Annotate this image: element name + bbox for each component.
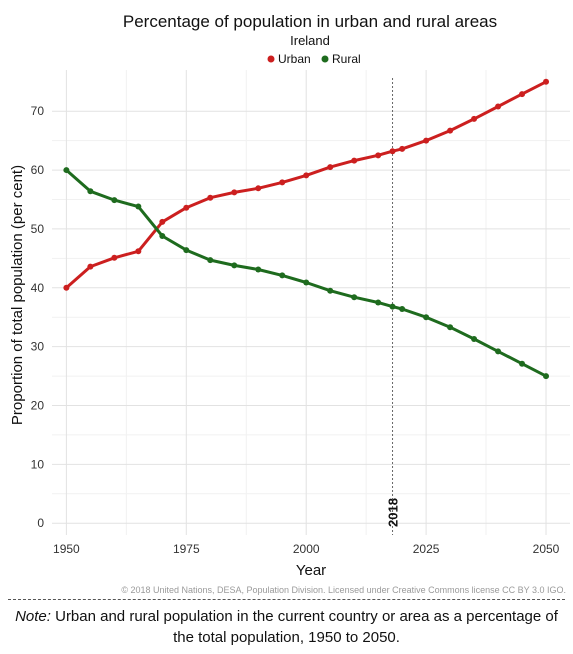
legend-marker-rural [321,55,329,63]
y-tick-label: 10 [31,457,45,471]
data-point-urban [63,284,70,291]
note: Note: Urban and rural population in the … [10,606,563,648]
note-label: Note: [15,608,51,625]
data-point-rural [87,188,94,195]
data-point-urban [87,263,94,270]
data-point-urban [519,91,526,98]
data-point-rural [495,348,502,355]
x-tick-label: 2000 [293,542,320,556]
data-point-rural [231,262,238,269]
data-point-rural [327,287,334,294]
y-tick-label: 30 [31,340,45,354]
series-line-urban [64,80,548,290]
data-point-rural [519,360,526,367]
chart-title: Percentage of population in urban and ru… [123,12,497,31]
data-point-rural [399,305,406,312]
data-point-urban [495,103,502,110]
y-tick-label: 0 [37,516,44,530]
y-tick-label: 50 [31,222,45,236]
data-point-rural [351,294,358,301]
data-point-rural [63,167,70,174]
data-point-rural [447,324,454,331]
data-point-urban [471,115,478,122]
note-divider [8,599,565,600]
data-point-urban [389,148,396,155]
y-axis-title: Proportion of total population (per cent… [9,165,26,425]
data-point-rural [183,247,190,254]
data-point-rural [279,272,286,279]
data-point-rural [303,279,310,286]
y-tick-label: 40 [31,281,45,295]
x-tick-label: 1950 [53,542,80,556]
data-point-rural [207,257,214,264]
data-point-urban [255,185,262,192]
series-layer [63,78,550,380]
legend-label-urban: Urban [278,52,311,66]
y-tick-label: 70 [31,104,45,118]
legend-marker-urban [267,55,275,63]
legend-label-rural: Rural [332,52,361,66]
data-point-rural [375,299,382,306]
data-point-urban [399,145,406,152]
data-point-rural [159,232,166,239]
data-point-rural [135,203,142,210]
data-point-urban [447,127,454,134]
data-point-urban [375,152,382,159]
x-tick-label: 1975 [173,542,200,556]
data-point-urban [111,254,118,261]
data-point-urban [135,248,142,255]
data-point-rural [255,266,262,273]
data-point-urban [351,157,358,164]
data-point-rural [423,314,430,321]
data-point-urban [183,204,190,211]
data-point-rural [543,373,550,380]
data-point-urban [279,179,286,186]
x-axis-ticks: 1950 1975 2000 2025 2050 [53,542,560,556]
data-point-urban [231,189,238,196]
y-axis-ticks: 0 10 20 30 40 50 60 70 [31,104,45,530]
data-point-urban [159,218,166,225]
y-tick-label: 20 [31,399,45,413]
data-point-rural [389,303,396,310]
data-point-urban [327,164,334,171]
data-point-urban [207,194,214,201]
data-point-rural [471,335,478,342]
grid [52,70,570,535]
data-point-urban [543,78,550,85]
data-point-rural [111,197,118,204]
year-marker-label: 2018 [386,498,401,527]
x-tick-label: 2025 [413,542,440,556]
x-tick-label: 2050 [533,542,560,556]
series-line-rural [64,168,548,378]
chart-subtitle: Ireland [290,33,330,48]
x-axis-title: Year [296,562,326,579]
credit-text: © 2018 United Nations, DESA, Population … [121,585,566,595]
y-tick-label: 60 [31,163,45,177]
data-point-urban [423,137,430,144]
note-text: Urban and rural population in the curren… [50,608,558,646]
legend: Urban Rural [267,52,361,66]
data-point-urban [303,172,310,179]
